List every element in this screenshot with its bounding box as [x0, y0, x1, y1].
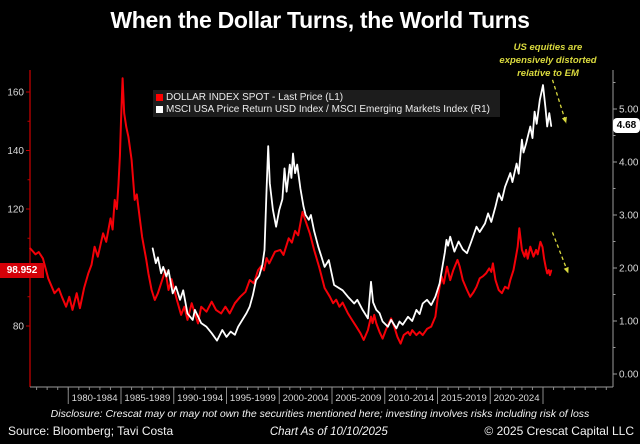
- svg-text:2015-2019: 2015-2019: [441, 393, 487, 404]
- chart-title: When the Dollar Turns, the World Turns: [110, 7, 530, 33]
- svg-text:1990-1994: 1990-1994: [177, 393, 224, 404]
- series-layer: [29, 77, 553, 345]
- disclosure-text: Disclosure: Crescat may or may not own t…: [50, 408, 590, 420]
- svg-text:2010-2014: 2010-2014: [388, 393, 435, 404]
- svg-text:80: 80: [13, 322, 25, 333]
- source-text: Source: Bloomberg; Tavi Costa: [8, 424, 174, 438]
- svg-text:2000-2004: 2000-2004: [283, 393, 330, 404]
- legend-label: DOLLAR INDEX SPOT - Last Price (L1): [166, 91, 344, 103]
- svg-text:5.00: 5.00: [619, 105, 639, 116]
- svg-text:3.00: 3.00: [619, 211, 639, 222]
- svg-text:120: 120: [7, 205, 24, 216]
- svg-text:140: 140: [7, 146, 24, 157]
- annotation-line: US equities are: [513, 42, 583, 53]
- legend-item-dollar-index: DOLLAR INDEX SPOT - Last Price (L1): [156, 91, 500, 103]
- last-price-badge-ratio: 4.68: [613, 118, 640, 133]
- svg-text:2020-2024: 2020-2024: [494, 393, 541, 404]
- svg-text:1.00: 1.00: [619, 317, 639, 328]
- svg-text:1980-1984: 1980-1984: [72, 393, 119, 404]
- last-price-badge-dxy: 98.952: [0, 263, 44, 278]
- axes-layer: 801001201401600.001.002.003.004.005.0019…: [7, 70, 639, 404]
- svg-text:4.00: 4.00: [619, 158, 639, 169]
- arrow-annotation-layer: [551, 79, 569, 274]
- legend-swatch-white-icon: [156, 105, 163, 113]
- annotation-us-equities: US equities are expensively distorted re…: [492, 41, 604, 80]
- svg-text:1985-1989: 1985-1989: [124, 393, 170, 404]
- footer-row: Source: Bloomberg; Tavi Costa Chart As o…: [8, 424, 634, 438]
- annotation-line: expensively distorted: [499, 55, 597, 66]
- svg-text:2.00: 2.00: [619, 264, 639, 275]
- copyright-text: © 2025 Crescat Capital LLC: [484, 424, 634, 438]
- legend-label: MSCI USA Price Return USD Index / MSCI E…: [166, 103, 490, 115]
- svg-text:1995-1999: 1995-1999: [230, 393, 276, 404]
- legend-item-msci-ratio: MSCI USA Price Return USD Index / MSCI E…: [156, 103, 500, 115]
- annotation-line: relative to EM: [517, 68, 579, 79]
- svg-text:160: 160: [7, 88, 24, 99]
- svg-text:0.00: 0.00: [619, 370, 639, 381]
- as-of-text: Chart As of 10/10/2025: [269, 426, 388, 438]
- svg-text:2005-2009: 2005-2009: [335, 393, 381, 404]
- chart-legend: DOLLAR INDEX SPOT - Last Price (L1) MSCI…: [153, 90, 500, 117]
- legend-swatch-red-icon: [156, 93, 163, 101]
